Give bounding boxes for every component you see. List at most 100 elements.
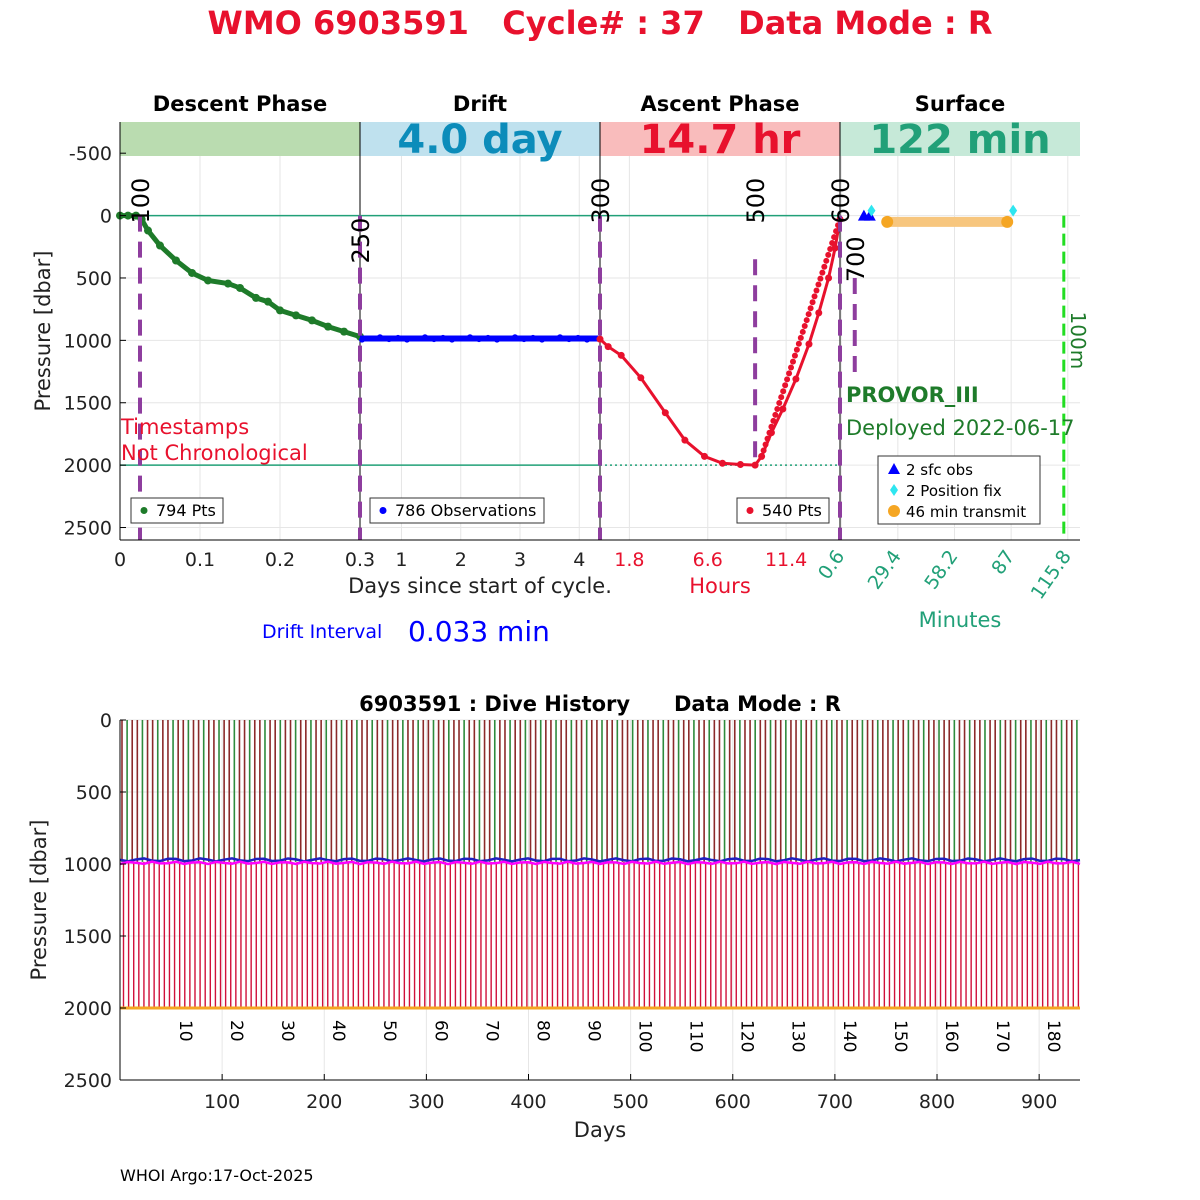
descent-x-tick-label: 0.2 [265, 549, 295, 571]
descent-point [156, 241, 164, 250]
legend-entry: 2 Position fix [906, 482, 1002, 500]
marker-100m-label: 100m [1066, 312, 1090, 370]
descent-x-tick-label: 0.1 [185, 549, 215, 571]
ascent-point [791, 352, 798, 359]
drift-point [395, 334, 401, 341]
park-pressure-trace-magenta [119, 860, 1081, 866]
legend-marker [888, 505, 900, 517]
dive-history-panel: 10 20 30 40 50 60 70 80 90 100 110 120 130 140 150 160 1… [27, 692, 1081, 1142]
ascent-point [786, 370, 793, 377]
ascent-point [596, 335, 604, 343]
drift-point [458, 335, 464, 342]
cycle-number-label: 110 [686, 1020, 706, 1052]
descent-point [252, 293, 260, 302]
ascent-point [827, 245, 834, 252]
y-tick-label: 2500 [64, 518, 112, 540]
phase-duration: 122 min [869, 117, 1050, 163]
drift-point [440, 334, 446, 341]
ascent-count-label-marker [746, 507, 754, 514]
y-tick-label: 1500 [64, 393, 112, 415]
drift-point [413, 335, 419, 342]
phase-marker-label: 600 [827, 178, 855, 224]
legend-entry: 46 min transmit [906, 503, 1026, 521]
cycle-number-label: 130 [788, 1020, 808, 1052]
phase-band [840, 122, 1080, 156]
drift-point [476, 336, 482, 343]
y-tick-label: 1500 [64, 926, 112, 948]
ascent-point [825, 274, 833, 282]
y-tick-label: 1000 [64, 330, 112, 352]
ascent-point [772, 411, 779, 418]
drift-x-tick-label: 1 [395, 549, 407, 571]
ascent-point [751, 461, 759, 469]
descent-point [264, 297, 272, 306]
surface-x-tick-label: 0.6 [814, 546, 849, 583]
x-tick-label: 600 [715, 1091, 751, 1113]
surface-x-tick-label: 87 [987, 546, 1019, 578]
x-tick-label: 300 [408, 1091, 444, 1113]
descent-point [308, 316, 316, 325]
days-axis-label: Days since start of cycle. [348, 574, 612, 598]
ascent-point [788, 364, 795, 371]
drift-point [431, 336, 437, 343]
ascent-point [795, 340, 802, 347]
drift-point [557, 334, 563, 341]
cycle-number-label: 90 [583, 1020, 603, 1042]
phase-marker-label: 250 [347, 218, 375, 264]
phase-marker-label: 500 [742, 178, 770, 224]
figure-title: WMO 6903591 Cycle# : 37 Data Mode : R [207, 4, 993, 42]
ascent-point [776, 400, 783, 407]
ascent-point [815, 309, 823, 317]
surface-x-tick-label: 115.8 [1027, 546, 1076, 603]
drift-x-tick-label: 4 [573, 549, 585, 571]
ascent-point [760, 447, 767, 454]
position-fix-marker [867, 204, 876, 217]
surface-x-tick-label: 29.4 [864, 546, 906, 593]
ascent-point [793, 346, 800, 353]
ascent-point [782, 382, 789, 389]
surface-x-tick-label: 58.2 [920, 546, 962, 593]
ascent-point [821, 263, 828, 270]
phase-name: Surface [915, 92, 1005, 116]
cycle-number-label: 120 [737, 1020, 757, 1052]
drift-point [404, 336, 410, 343]
dive-history-title: 6903591 : Dive History Data Mode : R [359, 692, 841, 716]
phase-name: Descent Phase [153, 92, 327, 116]
descent-count-label-marker [140, 507, 148, 514]
descent-series-line [120, 213, 361, 340]
drift-point [377, 334, 383, 341]
ascent-point [797, 334, 804, 341]
ascent-point [780, 388, 787, 395]
drift-point [530, 334, 536, 341]
y-tick-label: 0 [100, 206, 112, 228]
drift-count-label: 786 Observations [395, 501, 536, 520]
y-tick-label: -500 [69, 143, 112, 165]
cycle-number-label: 70 [481, 1020, 501, 1042]
ascent-count-label: 540 Pts [762, 501, 822, 520]
ascent-point [805, 311, 812, 318]
drift-interval-label: Drift Interval [262, 621, 382, 643]
x-tick-label: 800 [919, 1091, 955, 1113]
surface-legend-box [877, 455, 1041, 525]
phase-band [360, 122, 600, 156]
ascent-point [661, 409, 669, 417]
cycle-number-label: 150 [890, 1020, 910, 1052]
cycle-number-label: 170 [992, 1020, 1012, 1052]
descent-x-tick-label: 0 [114, 549, 126, 571]
drift-point [485, 334, 491, 341]
drift-point [548, 335, 554, 342]
ascent-point [774, 405, 781, 412]
ascent-point [811, 293, 818, 300]
phase-marker-label: 300 [587, 178, 615, 224]
ascent-point [617, 351, 625, 359]
sfc-obs-marker [863, 209, 876, 221]
ascent-point [819, 269, 826, 276]
cycle-number-label: 140 [839, 1020, 859, 1052]
ascent-point [833, 228, 840, 235]
cycle-number-label: 10 [175, 1020, 195, 1042]
ascent-point [784, 376, 791, 383]
park-pressure-trace [119, 857, 1081, 863]
float-model-label: PROVOR_III [846, 383, 979, 407]
descent-point [340, 327, 348, 336]
transmit-start-marker [881, 215, 894, 228]
